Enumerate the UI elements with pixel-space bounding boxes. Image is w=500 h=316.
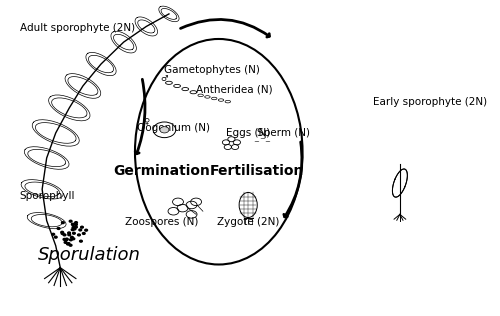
Text: Sporophyll: Sporophyll <box>20 191 75 201</box>
Circle shape <box>82 240 86 241</box>
Circle shape <box>84 237 86 239</box>
Circle shape <box>83 231 86 233</box>
Circle shape <box>160 127 169 133</box>
Circle shape <box>63 244 66 246</box>
Circle shape <box>56 232 59 234</box>
Circle shape <box>65 242 68 243</box>
Circle shape <box>68 227 71 228</box>
Text: ♂: ♂ <box>160 74 168 83</box>
Text: Gametophytes (N): Gametophytes (N) <box>164 65 260 75</box>
Text: ~: ~ <box>264 139 270 145</box>
Circle shape <box>70 234 72 235</box>
Circle shape <box>68 235 71 237</box>
Circle shape <box>80 241 82 243</box>
Circle shape <box>62 231 64 232</box>
Circle shape <box>84 235 87 237</box>
Circle shape <box>70 244 73 246</box>
Circle shape <box>77 229 80 231</box>
Circle shape <box>72 238 74 240</box>
Circle shape <box>56 224 59 226</box>
Circle shape <box>68 234 70 236</box>
Circle shape <box>80 234 82 236</box>
Circle shape <box>82 234 84 236</box>
Text: Zoospores (N): Zoospores (N) <box>126 217 199 227</box>
Text: ~: ~ <box>259 136 264 142</box>
Circle shape <box>78 234 82 236</box>
Text: Zygote (2N): Zygote (2N) <box>217 217 280 227</box>
Circle shape <box>52 235 56 237</box>
Text: Early sporophyte (2N): Early sporophyte (2N) <box>372 97 487 106</box>
Text: Sperm (N): Sperm (N) <box>257 128 310 138</box>
Text: Oogonium (N): Oogonium (N) <box>137 123 210 133</box>
Circle shape <box>68 244 70 246</box>
Circle shape <box>56 238 59 240</box>
Text: Adult sporophyte (2N): Adult sporophyte (2N) <box>20 23 134 33</box>
Circle shape <box>75 228 78 230</box>
Circle shape <box>50 232 53 234</box>
Circle shape <box>52 236 55 238</box>
Text: Sporulation: Sporulation <box>38 246 140 264</box>
Circle shape <box>62 228 64 229</box>
Circle shape <box>84 226 86 228</box>
Circle shape <box>56 233 59 235</box>
Circle shape <box>69 228 71 229</box>
Circle shape <box>78 228 81 229</box>
Text: Eggs (N): Eggs (N) <box>226 128 270 138</box>
Circle shape <box>72 231 74 233</box>
Circle shape <box>58 223 60 225</box>
Text: ~: ~ <box>254 139 260 145</box>
Text: Germination: Germination <box>114 163 210 178</box>
Text: ♀: ♀ <box>143 117 150 125</box>
Circle shape <box>70 225 74 227</box>
Circle shape <box>66 240 70 242</box>
Circle shape <box>55 229 58 231</box>
Circle shape <box>67 240 70 241</box>
Text: Antheridea (N): Antheridea (N) <box>196 84 272 94</box>
Circle shape <box>62 227 66 229</box>
Circle shape <box>64 224 68 226</box>
Circle shape <box>66 235 68 237</box>
Text: Fertilisation: Fertilisation <box>210 163 304 178</box>
Circle shape <box>67 229 70 231</box>
